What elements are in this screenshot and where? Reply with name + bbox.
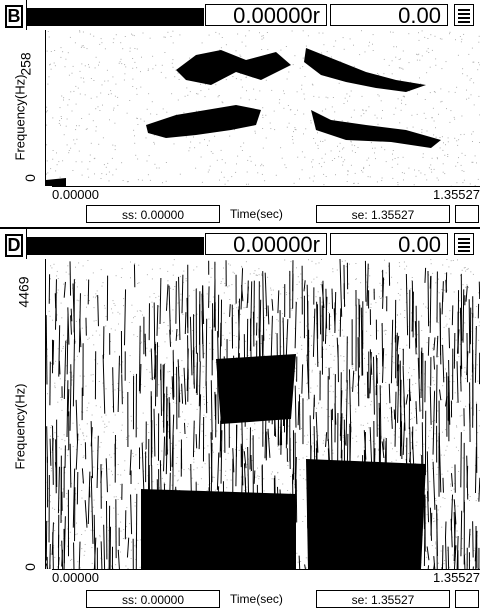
panel-d-y-top-tick: 4469 [15,276,32,308]
panel-b-time-label: Time(sec) [230,207,283,221]
panel-d-se-field[interactable]: se: 1.35527 [316,590,450,608]
panel-d-time-label: Time(sec) [230,592,283,606]
panel-d-spectrogram[interactable] [45,259,480,569]
panel-b-x-right-tick: 1.35527 [433,187,480,202]
panel-b-x-axis [52,186,480,187]
panel-b-value-readout[interactable]: 0.00 [330,4,448,27]
panel-b-y-top-tick: 258 [17,52,34,76]
panel-d-id-box: D [0,229,27,259]
panel-b-y-bottom-tick: 0 [21,174,38,182]
panel-b-spectrogram[interactable] [45,30,480,186]
panel-b-se-field[interactable]: se: 1.35527 [316,205,450,223]
panel-d-y-axis-label: Frequency(Hz) [12,383,28,470]
panel-d-time-readout[interactable]: 0.00000r [205,233,327,256]
panel-d-black-bar [26,237,204,255]
panel-d-value-readout[interactable]: 0.00 [330,233,448,256]
panel-d-ss-field[interactable]: ss: 0.00000 [86,590,220,608]
panel-b: B 0.00000r 0.00 Frequency(Hz) 258 0 0.00… [0,0,480,228]
menu-icon[interactable] [454,4,474,26]
panel-d-bottom-row: ss: 0.00000 Time(sec) se: 1.35527 [0,590,480,610]
panel-b-id-box: B [0,0,27,30]
panel-d-x-axis [52,569,480,570]
panel-d-x-right-tick: 1.35527 [433,570,480,585]
panel-b-titlebar: B 0.00000r 0.00 [0,0,480,30]
panel-b-black-bar [26,8,204,26]
panel-d-x-left-tick: 0.00000 [52,570,99,585]
menu-icon[interactable] [454,233,474,255]
panel-d-letter[interactable]: D [5,234,23,257]
panel-divider [0,227,480,229]
panel-d: D 0.00000r 0.00 Frequency(Hz) 4469 0 0.0… [0,229,480,612]
panel-d-y-bottom-tick: 0 [21,563,38,571]
panel-d-extra-box[interactable] [455,590,479,608]
panel-b-letter[interactable]: B [5,5,23,28]
panel-d-titlebar: D 0.00000r 0.00 [0,229,480,259]
panel-b-ss-field[interactable]: ss: 0.00000 [86,205,220,223]
panel-b-extra-box[interactable] [455,205,479,223]
panel-b-x-left-tick: 0.00000 [52,187,99,202]
panel-b-bottom-row: ss: 0.00000 Time(sec) se: 1.35527 [0,205,480,225]
panel-b-time-readout[interactable]: 0.00000r [205,4,327,27]
